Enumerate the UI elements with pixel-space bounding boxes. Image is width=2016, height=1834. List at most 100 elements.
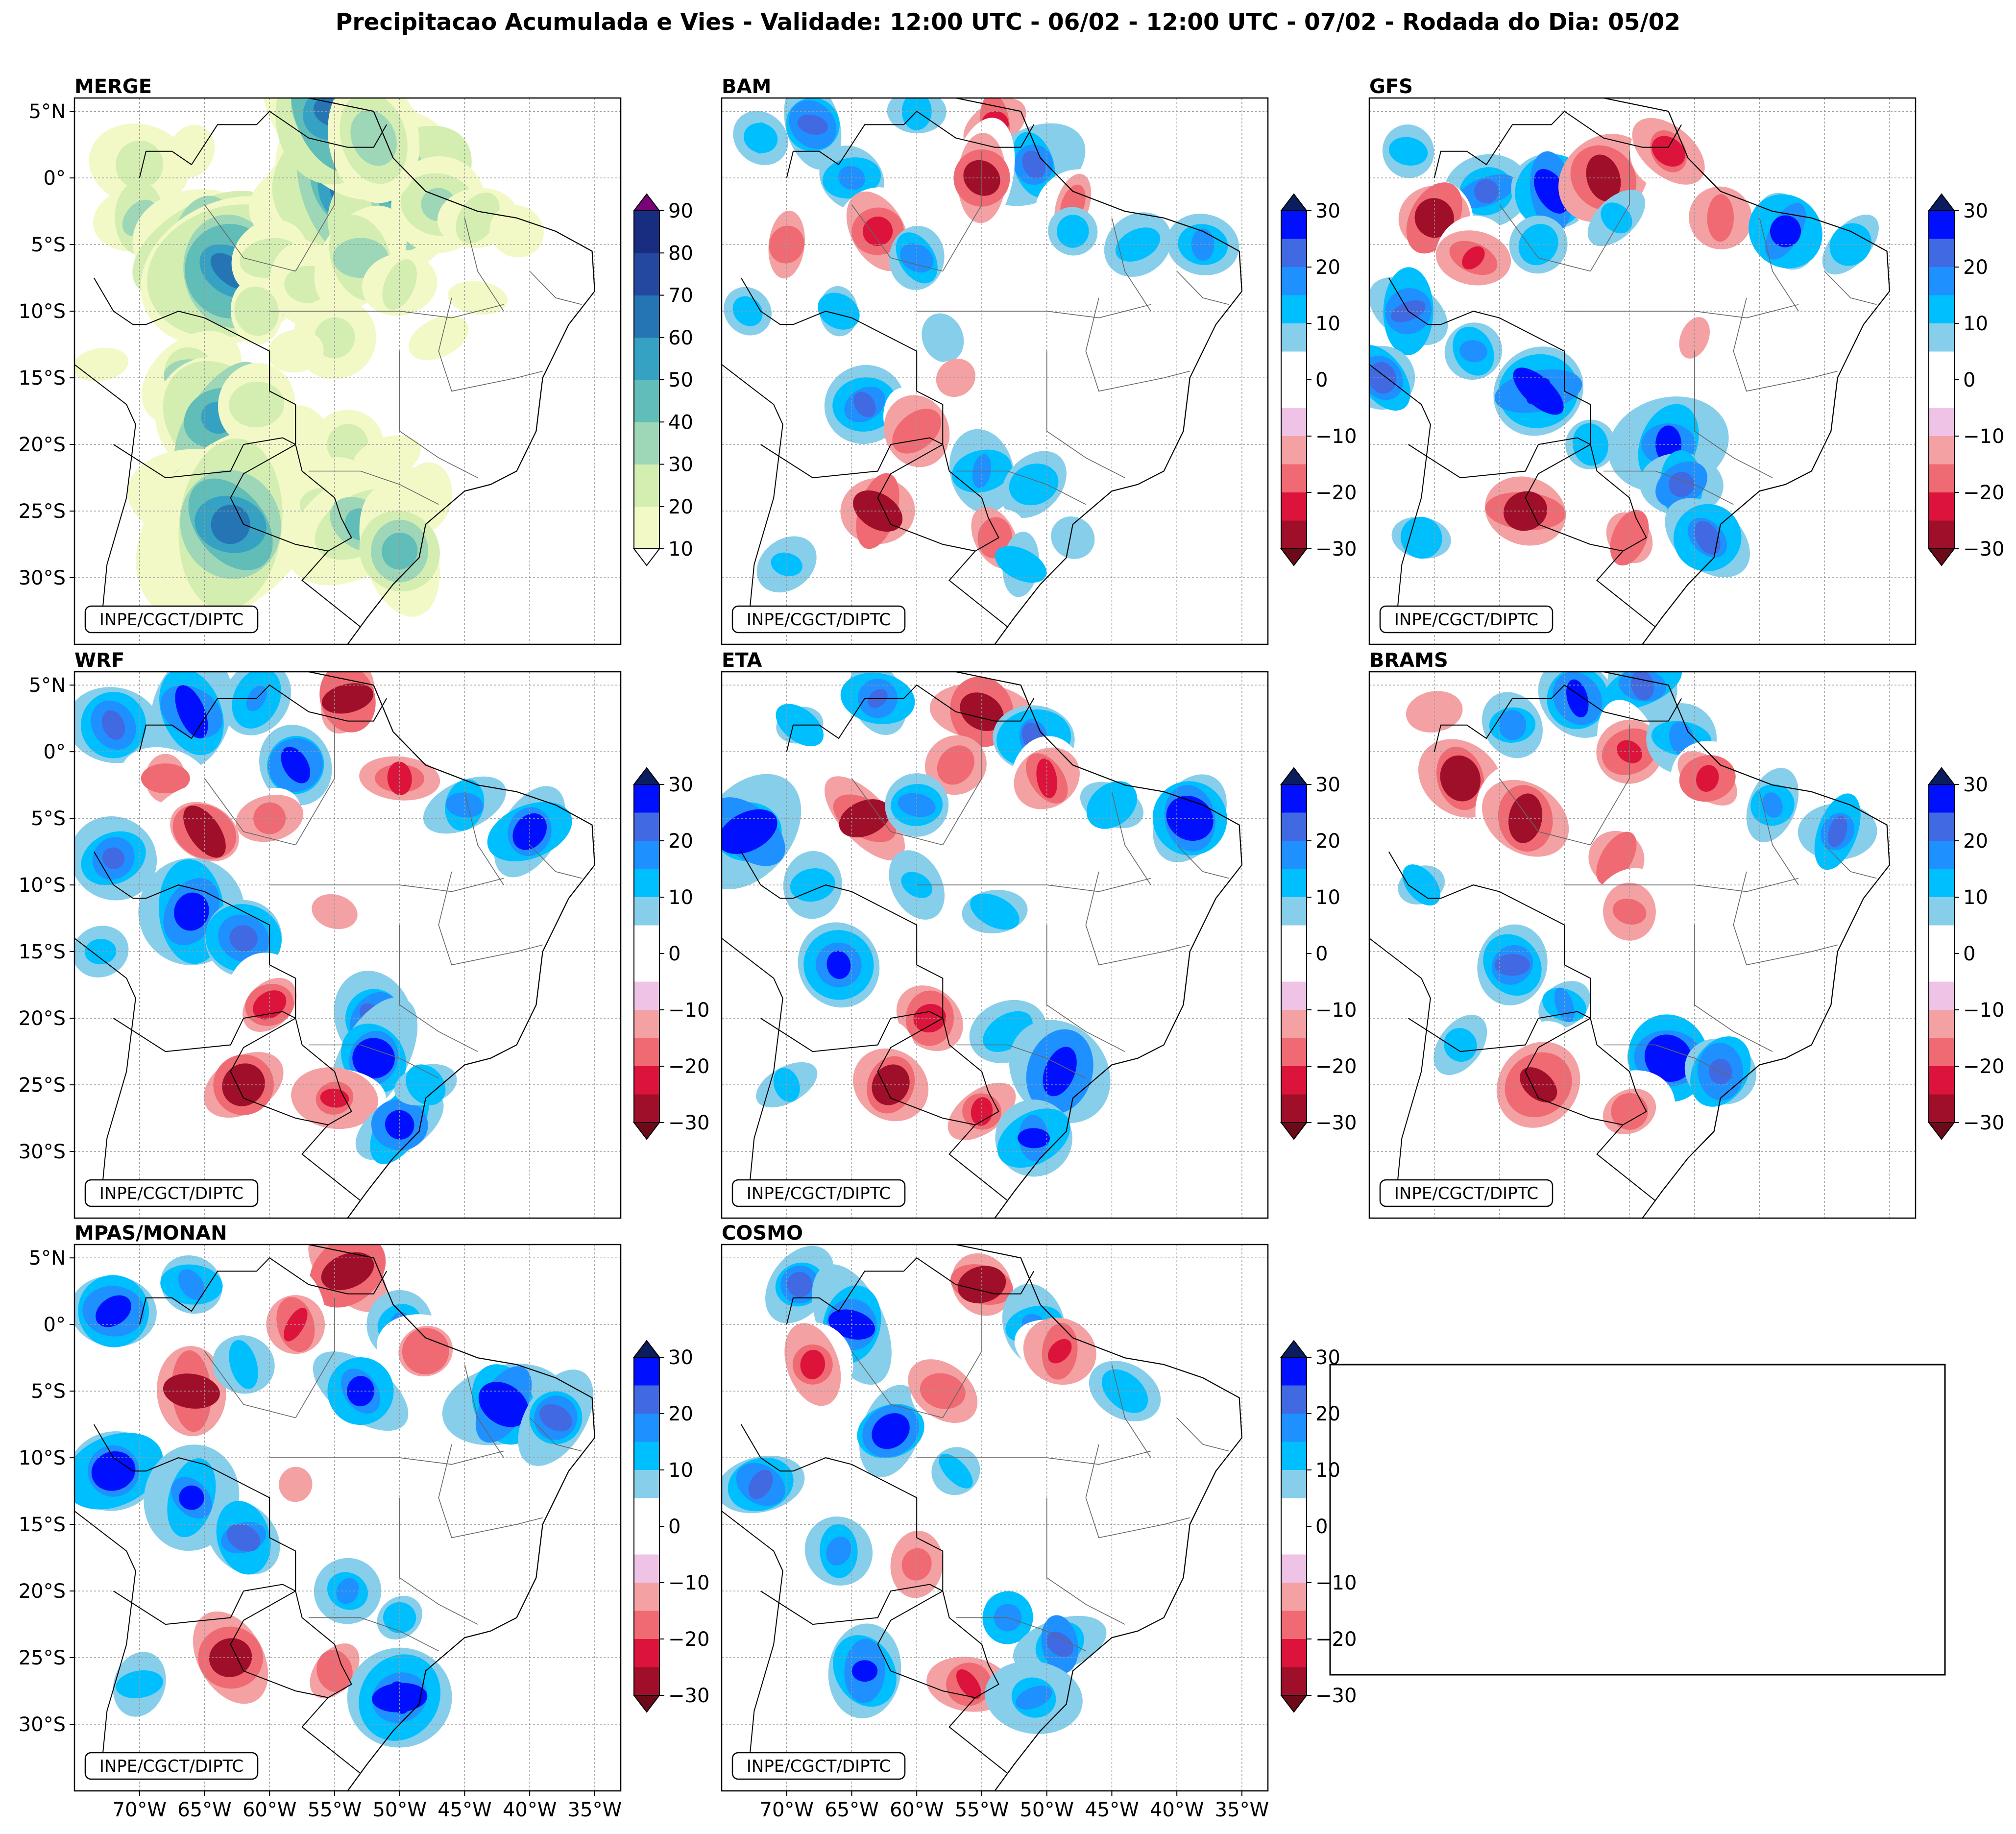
field-blob [1433, 1014, 1487, 1076]
state-border [917, 1450, 1151, 1465]
lat-tick-label: 5°S [31, 1380, 66, 1403]
country-border [722, 364, 783, 631]
coastline [1602, 98, 1891, 644]
colorbar-bin [1281, 1385, 1307, 1414]
colorbar-tick-label: 20 [1315, 256, 1340, 279]
colorbar-bin [1281, 239, 1307, 268]
lat-tick-label: 5°N [29, 1247, 66, 1270]
colorbar-bin [1281, 351, 1307, 380]
map-field [722, 672, 1268, 1218]
map-panel: MERGE 5°N 0° 5°S 10°S 15°S 20°S 25°S 30°S INPE/CG… [19, 75, 693, 645]
state-border [308, 470, 439, 505]
field-blob [212, 1335, 275, 1394]
state-border [851, 778, 943, 846]
state-border [1733, 871, 1838, 966]
field-contour [1601, 202, 1632, 234]
field-contour [177, 1374, 206, 1408]
colorbar-bin [1929, 954, 1954, 982]
field-blob [222, 672, 291, 735]
field-contour [447, 281, 508, 315]
colorbar-bin [1281, 520, 1307, 549]
colorbar-over-arrow [1927, 193, 1956, 211]
state-border [942, 725, 982, 845]
field-contour [1462, 246, 1485, 269]
state-border [399, 925, 478, 1052]
colorbar-bin [1281, 408, 1307, 437]
map-panel: COSMO 70°W 65°W 60°W 55°W 50°W 45°W 40°W 35°W INP… [721, 1222, 1357, 1821]
field-contour [929, 323, 956, 352]
colorbar-over-arrow [632, 193, 661, 211]
field-contour [879, 1419, 902, 1443]
credit-label: INPE/CGCT/DIPTC [1394, 1184, 1538, 1203]
colorbar-tick-label: 0 [1963, 369, 1975, 391]
country-border [786, 1257, 1034, 1325]
field-blob [1048, 207, 1098, 256]
colorbar-bin [1929, 408, 1954, 437]
colorbar-over-arrow [1927, 767, 1956, 785]
field-blob [327, 98, 420, 203]
field-blob [818, 286, 860, 337]
colorbar-bin [634, 869, 659, 898]
state-border [1733, 297, 1838, 392]
colorbar-bin [634, 1385, 659, 1414]
field-contour [350, 110, 397, 166]
field-blob [924, 735, 987, 795]
field-blob [828, 1623, 901, 1718]
credit-box [84, 1179, 259, 1207]
country-border [1388, 851, 1441, 899]
lon-tick-label: 45°W [1085, 1799, 1139, 1821]
colorbar-tick-label: −10 [668, 1572, 709, 1594]
field-blob [724, 287, 772, 336]
field-blob [145, 783, 264, 881]
field-blob [1538, 981, 1591, 1029]
coastline [307, 1245, 596, 1791]
lat-tick-label: 15°S [19, 1514, 66, 1536]
colorbar-frame [633, 210, 660, 549]
colorbar-bin [634, 1442, 659, 1470]
state-border [1824, 270, 1877, 305]
colorbar-bin [634, 1470, 659, 1498]
panels-layer: MERGE 5°N 0° 5°S 10°S 15°S 20°S 25°S 30°S INPE/CG… [19, 75, 2005, 1821]
map-frame [73, 671, 622, 1219]
field-contour [1770, 215, 1801, 247]
colorbar-bin [1281, 812, 1307, 841]
field-blob [881, 1531, 952, 1598]
colorbar-bin [1929, 436, 1954, 465]
coastline [1602, 672, 1891, 1218]
colorbar-bin [1929, 492, 1954, 521]
field-contour [1514, 495, 1537, 527]
colorbar-tick-label: 10 [1315, 886, 1340, 909]
state-border [955, 470, 1086, 505]
field-blob [359, 741, 440, 816]
colorbar-bin [1281, 925, 1307, 954]
credit-box [84, 605, 259, 634]
state-border [438, 1444, 543, 1539]
credit-label: INPE/CGCT/DIPTC [1394, 610, 1538, 630]
credit-box [1379, 1179, 1554, 1207]
map-frame [721, 97, 1269, 645]
field-contour [267, 329, 324, 373]
colorbar-bin [634, 422, 659, 465]
colorbar-bin [1929, 239, 1954, 268]
country-border [93, 1424, 146, 1472]
field-blob [985, 1661, 1083, 1735]
country-border [740, 1424, 793, 1472]
field-blob [722, 1455, 805, 1514]
colorbar-tick-label: 30 [1315, 200, 1340, 222]
field-contour [339, 688, 356, 709]
state-border [438, 871, 543, 966]
colorbar-tick-label: 0 [668, 943, 680, 965]
field-blob [923, 359, 989, 397]
field-blob [1013, 1615, 1107, 1674]
colorbar-tick-label: 80 [668, 242, 693, 265]
field-contour [389, 1681, 411, 1714]
colorbar-tick-label: −20 [1315, 1055, 1357, 1078]
field-contour [732, 816, 763, 847]
colorbar-tick-label: −20 [1963, 1055, 2004, 1078]
state-border [529, 270, 582, 305]
colorbar-bin [1281, 784, 1307, 813]
lat-tick-label: 0° [44, 741, 66, 763]
credit-box [731, 1752, 906, 1780]
country-border [722, 937, 783, 1205]
state-border [1085, 1444, 1190, 1539]
